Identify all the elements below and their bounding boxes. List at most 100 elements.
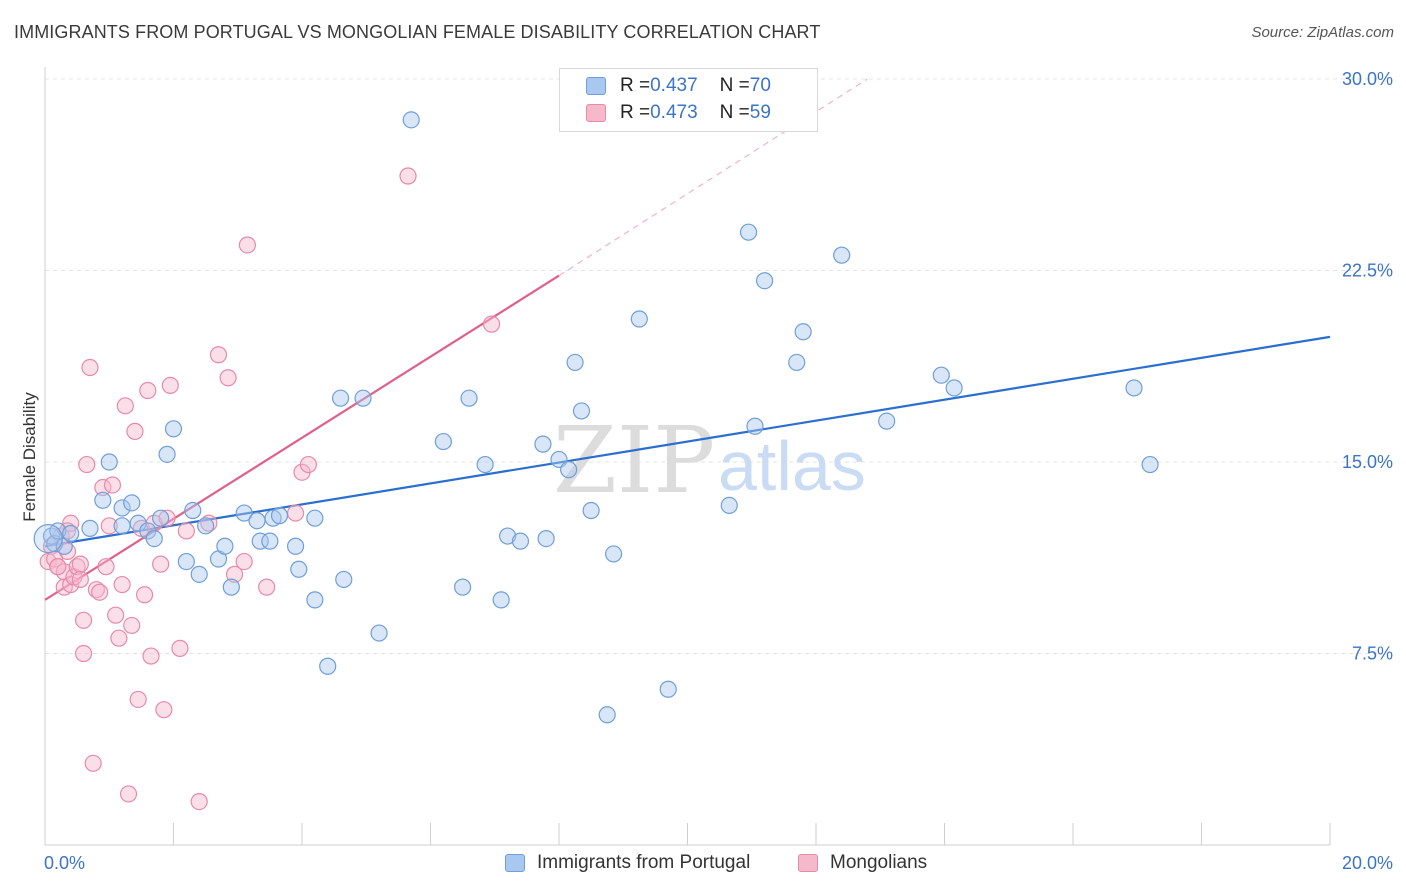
mongolians-point xyxy=(116,397,134,415)
data-points xyxy=(33,111,1159,811)
mongolians-point xyxy=(161,376,179,394)
portugal-point xyxy=(81,519,99,537)
portugal-point xyxy=(113,517,131,535)
mongolians-point xyxy=(209,346,228,364)
mongolians-point xyxy=(91,583,109,601)
portugal-point xyxy=(499,527,517,545)
mongolians-point xyxy=(107,606,125,624)
mongolians-point xyxy=(74,611,93,629)
chart-title: IMMIGRANTS FROM PORTUGAL VS MONGOLIAN FE… xyxy=(14,22,821,42)
portugal-trend-line xyxy=(44,335,1331,548)
portugal-point xyxy=(454,578,472,596)
mongolians-legend-swatch xyxy=(798,854,818,872)
mongolians-trend-line xyxy=(44,274,560,601)
mongolians-point xyxy=(399,167,417,185)
portugal-point xyxy=(1125,379,1143,397)
portugal-point xyxy=(460,389,478,407)
legend-item-portugal[interactable]: Immigrants from Portugal xyxy=(505,852,750,874)
portugal-point xyxy=(1141,455,1159,474)
mongolians-point xyxy=(49,558,67,576)
tick-labels: 7.5% 15.0% 22.5% 30.0% 0.0% 20.0% xyxy=(44,69,1393,873)
watermark: ZIP atlas xyxy=(553,407,866,514)
mongolians-point xyxy=(94,478,112,497)
stats-row-mongolians: R = 0.473 N = 59 xyxy=(586,101,771,125)
r-value: 0.473 xyxy=(650,102,698,123)
mongolians-point xyxy=(68,558,86,576)
mongolians-point xyxy=(71,570,89,589)
mongolians-point xyxy=(190,792,208,811)
mongolians-point xyxy=(200,514,218,532)
mongolians-point xyxy=(225,565,244,583)
mongolians-point xyxy=(84,754,102,772)
mongolians-point xyxy=(113,575,131,594)
mongolians-point xyxy=(219,369,237,387)
y-tick-label: 30.0% xyxy=(1342,69,1393,89)
mongolians-point xyxy=(123,616,141,635)
portugal-point xyxy=(605,545,623,563)
portugal-point xyxy=(100,453,118,471)
portugal-point xyxy=(145,529,163,548)
portugal-point xyxy=(537,529,555,548)
mongolians-point xyxy=(155,701,173,719)
x-tick-label: 20.0% xyxy=(1342,853,1393,873)
portugal-point xyxy=(659,680,677,698)
portugal-point xyxy=(113,499,131,517)
portugal-point xyxy=(216,537,234,555)
portugal-point xyxy=(402,111,420,129)
portugal-point xyxy=(534,435,552,453)
portugal-point xyxy=(945,379,963,397)
portugal-point xyxy=(158,445,176,463)
mongolians-point xyxy=(286,504,305,522)
portugal-point xyxy=(33,523,63,554)
mongolians-point xyxy=(119,785,138,803)
portugal-point xyxy=(720,496,738,515)
mongolians-point xyxy=(87,581,106,599)
portugal-point xyxy=(190,565,208,583)
portugal-point xyxy=(794,323,812,341)
legend-item-mongolians[interactable]: Mongolians xyxy=(798,852,927,874)
mongolians-point xyxy=(129,690,147,709)
portugal-point xyxy=(290,560,308,578)
portugal-point xyxy=(331,389,350,407)
mongolians-point xyxy=(235,552,253,571)
r-label: R = xyxy=(620,75,651,96)
portugal-point xyxy=(222,578,240,596)
portugal-point xyxy=(354,389,372,407)
portugal-point xyxy=(755,272,774,290)
stats-row-portugal: R = 0.437 N = 70 xyxy=(586,74,771,98)
trend-lines xyxy=(44,78,1331,601)
mongolians-point xyxy=(100,517,118,535)
portugal-point xyxy=(123,494,141,512)
portugal-point xyxy=(248,512,266,530)
portugal-point xyxy=(370,624,388,642)
n-label: N = xyxy=(719,102,750,123)
portugal-point xyxy=(434,432,452,451)
watermark-zip: ZIP xyxy=(553,407,715,514)
mongolians-point xyxy=(139,381,157,400)
mongolians-point xyxy=(110,629,128,647)
series-legend: Immigrants from Portugal Mongolians xyxy=(0,852,1406,878)
portugal-point xyxy=(511,532,530,550)
portugal-point xyxy=(306,591,324,609)
mongolians-point xyxy=(71,555,89,573)
portugal-point xyxy=(197,517,215,535)
r-value: 0.437 xyxy=(650,75,698,96)
portugal-swatch xyxy=(586,77,606,95)
mongolians-point xyxy=(78,455,96,474)
mongolians-point xyxy=(81,358,99,377)
n-label: N = xyxy=(719,75,750,96)
watermark-atlas: atlas xyxy=(718,427,866,505)
portugal-point xyxy=(270,507,289,525)
portugal-point xyxy=(152,509,170,527)
portugal-point xyxy=(492,591,510,609)
mongolians-point xyxy=(103,476,122,494)
mongolians-trend-extension xyxy=(558,78,868,277)
portugal-point xyxy=(335,570,353,589)
mongolians-point xyxy=(74,644,93,663)
mongolians-point xyxy=(126,422,144,440)
portugal-point xyxy=(833,246,851,264)
portugal-point xyxy=(566,353,584,372)
portugal-legend-swatch xyxy=(505,854,525,872)
portugal-point xyxy=(94,491,112,509)
r-label: R = xyxy=(620,102,651,123)
